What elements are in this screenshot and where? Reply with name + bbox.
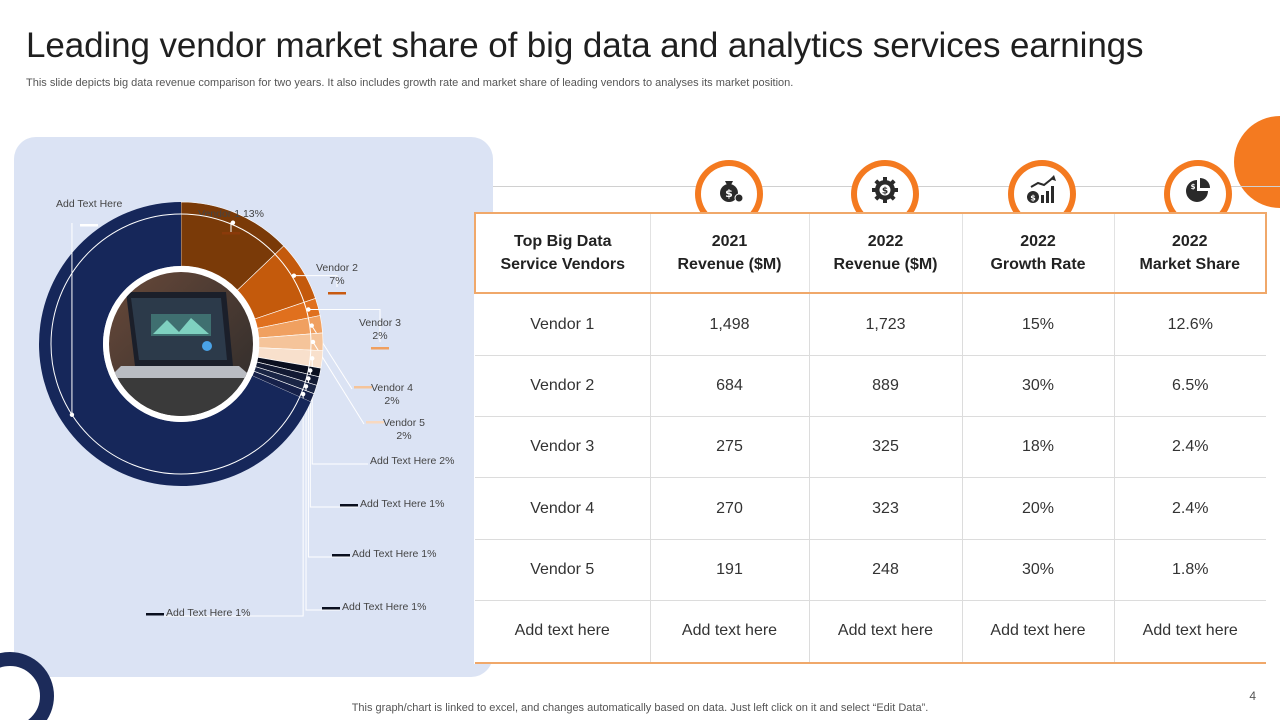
svg-text:$: $ [1030, 194, 1036, 203]
table-row: Vendor 3 275 325 18% 2.4% [475, 416, 1266, 479]
growth-chart-icon: $ [1027, 175, 1056, 203]
table-cell: 1,723 [808, 293, 962, 357]
table-cell: 15% [961, 293, 1114, 357]
slice-label-mark [354, 386, 372, 389]
chart-panel: Vendor 1 13% Vendor 2 7% Vendor 3 2% Vendor 4… [14, 137, 493, 677]
slice-label-mark [222, 232, 240, 235]
table-cell: 889 [808, 355, 962, 418]
slide-subtitle: This slide depicts big data revenue comp… [26, 77, 794, 89]
corner-decoration-orange [1234, 116, 1280, 208]
table-cell: 30% [961, 539, 1114, 601]
slice-label-mark [366, 421, 384, 424]
table-row: Vendor 2 684 889 30% 6.5% [475, 355, 1266, 418]
slice-label: Add Text Here 1% [352, 548, 436, 560]
leader-line [164, 394, 304, 617]
table-cell: 1,498 [649, 293, 809, 357]
leader-line [305, 386, 340, 611]
slice-label-mark [328, 292, 346, 295]
leader-line [293, 275, 338, 287]
slice-label: Vendor 4 2% [371, 382, 413, 407]
slice-label-mark [146, 613, 164, 616]
table-row: Vendor 1 1,498 1,723 15% 12.6% [475, 293, 1266, 357]
slice-label-mark [80, 224, 98, 227]
svg-text:$: $ [1191, 183, 1196, 191]
slice-label: Vendor 5 2% [383, 417, 425, 442]
table-cell: 6.5% [1113, 355, 1266, 418]
leader-line [309, 370, 358, 508]
header-2022-market-share: 2022 Market Share [1113, 212, 1267, 294]
slice-label: Add Text Here 1% [166, 607, 250, 619]
table-cell: Vendor 5 [475, 539, 650, 601]
slice-label: Add Text Here 2% [370, 455, 454, 467]
table-cell: 275 [649, 416, 809, 479]
table-cell: Add text here [808, 600, 962, 664]
slide-title: Leading vendor market share of big data … [26, 26, 1144, 65]
table-cell: Vendor 1 [475, 293, 650, 357]
table-cell: Vendor 2 [475, 355, 650, 418]
table-cell: 191 [649, 539, 809, 601]
pie-chart-icon: $ [1186, 178, 1210, 202]
table-cell: Add text here [1113, 600, 1266, 664]
table-header-row: Top Big Data Service Vendors 2021 Revenue … [474, 212, 1267, 294]
table-cell: Vendor 3 [475, 416, 650, 479]
slice-label-mark [340, 504, 358, 507]
gear-dollar-icon: $ [872, 177, 898, 203]
header-2022-revenue: 2022 Revenue ($M) [808, 212, 962, 294]
slice-label: Vendor 3 2% [359, 317, 401, 342]
slice-label: Add Text Here [56, 198, 123, 210]
table-cell: 18% [961, 416, 1114, 479]
slice-label: Vendor 1 13% [198, 208, 264, 220]
table-cell: 323 [808, 477, 962, 540]
slice-label: Add Text Here 1% [342, 601, 426, 613]
slice-label-mark [322, 607, 340, 610]
donut-slice[interactable] [39, 202, 311, 487]
table-cell: 2.4% [1113, 477, 1266, 540]
header-2022-growth-rate: 2022 Growth Rate [961, 212, 1114, 294]
slice-label-mark [350, 461, 368, 464]
table-cell: 325 [808, 416, 962, 479]
leader-line [307, 378, 350, 558]
table-cell: 30% [961, 355, 1114, 418]
table-row: Vendor 4 270 323 20% 2.4% [475, 477, 1266, 540]
svg-text:$: $ [882, 187, 888, 197]
table-cell: Add text here [649, 600, 809, 664]
table-cell: 270 [649, 477, 809, 540]
svg-text:$: $ [725, 187, 733, 200]
leader-line [308, 309, 381, 342]
leader-line [230, 222, 233, 233]
table-cell: 20% [961, 477, 1114, 540]
header-vendors: Top Big Data Service Vendors [474, 212, 650, 294]
table-cell: Add text here [961, 600, 1114, 664]
laptop-image [103, 266, 259, 422]
slice-label-mark [332, 554, 350, 557]
money-bag-icon: $ [720, 181, 744, 203]
table-cell: Vendor 4 [475, 477, 650, 540]
vendor-table: Top Big Data Service Vendors 2021 Revenue … [474, 212, 1267, 664]
page-number: 4 [1249, 689, 1256, 703]
table-row: Add text here Add text here Add text her… [475, 600, 1266, 664]
table-cell: 1.8% [1113, 539, 1266, 601]
table-cell: 684 [649, 355, 809, 418]
header-2021-revenue: 2021 Revenue ($M) [649, 212, 809, 294]
table-cell: Add text here [475, 600, 650, 664]
table-row: Vendor 5 191 248 30% 1.8% [475, 539, 1266, 601]
leader-dot [306, 307, 311, 312]
slice-label-mark [371, 347, 389, 350]
table-cell: 2.4% [1113, 416, 1266, 479]
table-cell: 12.6% [1113, 293, 1266, 357]
donut-separator-ring [50, 213, 312, 475]
table-cell: 248 [808, 539, 962, 601]
footer-note: This graph/chart is linked to excel, and… [351, 702, 929, 714]
donut-chart[interactable]: Vendor 1 13% Vendor 2 7% Vendor 3 2% Vendor 4… [14, 137, 493, 677]
slice-label: Add Text Here 1% [360, 498, 444, 510]
leader-line [311, 358, 368, 465]
slice-label: Vendor 2 7% [316, 262, 358, 287]
